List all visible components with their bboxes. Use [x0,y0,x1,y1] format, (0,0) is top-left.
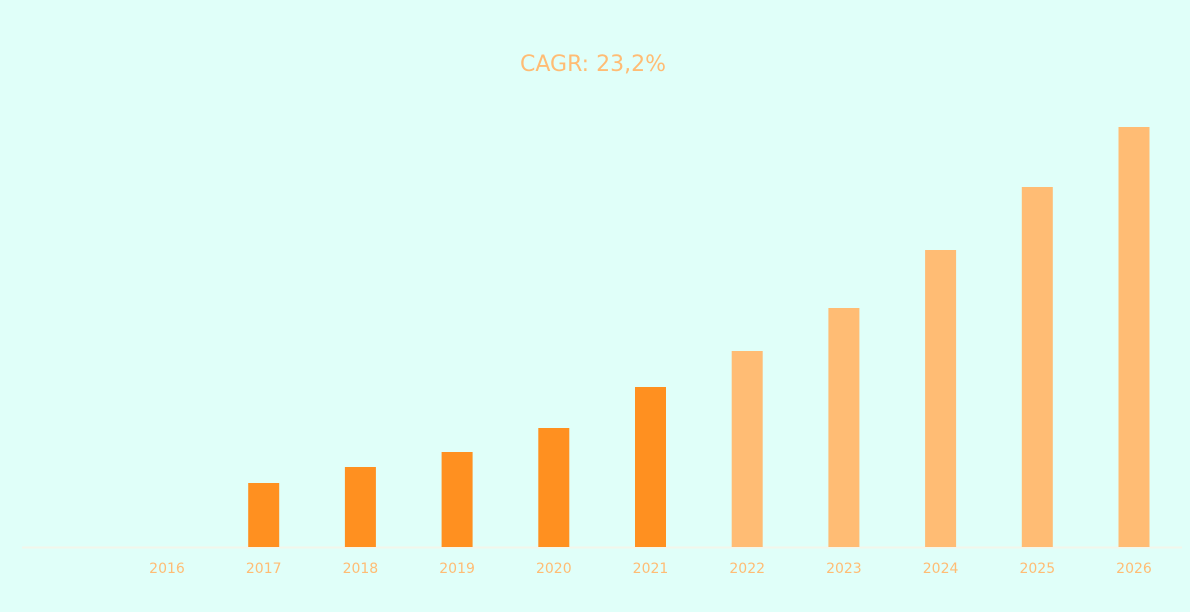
x-tick-label: 2022 [729,561,765,577]
x-tick-label: 2026 [1116,561,1152,577]
bar [441,452,473,547]
bar [1118,127,1150,547]
bar [731,351,763,547]
x-tick-label: 2023 [826,561,862,577]
bar [538,428,570,547]
x-tick-label: 2020 [536,561,572,577]
chart-title: CAGR: 23,2% [520,52,666,77]
bar [635,387,666,547]
bar [828,308,860,547]
x-tick-label: 2019 [439,561,475,577]
x-tick-label: 2021 [633,561,669,577]
bar [344,467,376,547]
bar [248,483,280,547]
bar [925,250,957,547]
x-tick-label: 2025 [1019,561,1055,577]
x-tick-label: 2016 [149,561,185,577]
bar [1021,187,1053,547]
x-tick-label: 2018 [343,561,379,577]
x-tick-label: 2017 [246,561,282,577]
x-tick-label: 2024 [923,561,959,577]
